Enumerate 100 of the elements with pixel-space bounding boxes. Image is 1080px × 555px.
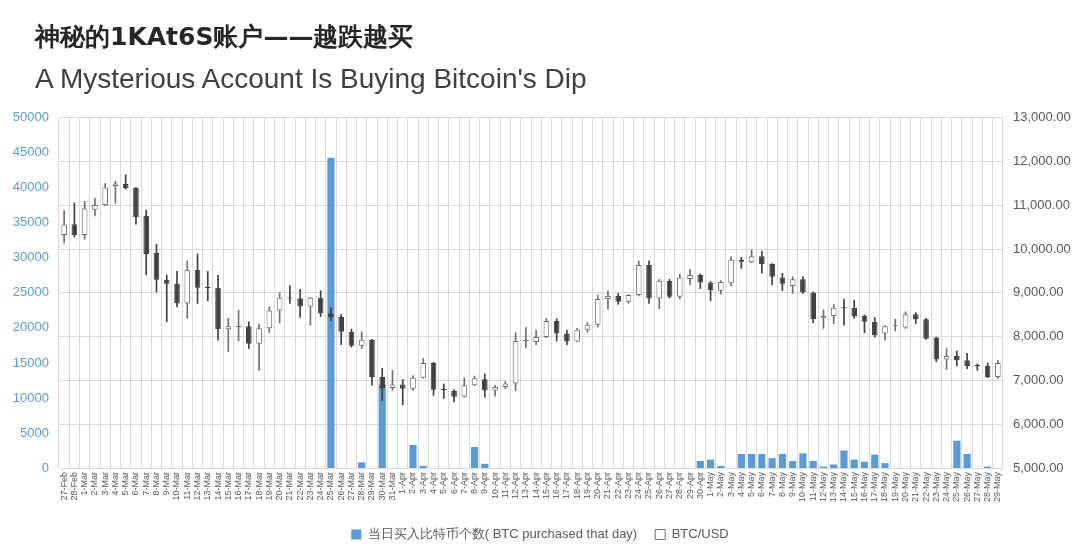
y-tick-label: 40000 — [12, 179, 49, 195]
x-tick-label: 14-Mar — [212, 472, 223, 501]
x-tick-label: 9-May — [787, 471, 798, 498]
x-tick-label: 11-May — [807, 471, 818, 502]
y2-tick-label: 11,000.00 — [1013, 196, 1070, 212]
bar — [409, 444, 417, 468]
x-tick-label: 28-Feb — [68, 472, 79, 501]
y2-tick-label: 5,000.00 — [1013, 459, 1064, 475]
x-tick-label: 25-Apr — [643, 472, 654, 500]
x-tick-label: 5-Mar — [120, 472, 131, 496]
bar — [963, 453, 971, 468]
x-tick-label: 8-May — [776, 471, 787, 498]
bar — [860, 461, 869, 468]
candlestick — [399, 379, 406, 406]
x-tick-label: 8-Apr — [469, 472, 480, 495]
y-tick-label: 0 — [41, 459, 49, 475]
bar — [778, 453, 786, 468]
x-tick-label: 24-May — [941, 471, 952, 503]
y-tick-label: 10000 — [12, 389, 49, 405]
y-tick-label: 35000 — [12, 214, 49, 230]
bar — [737, 453, 745, 468]
x-tick-label: 17-Apr — [561, 472, 572, 500]
x-tick-label: 31-Mar — [386, 472, 397, 501]
x-tick-label: 2-May — [715, 471, 726, 498]
x-tick-label: 9-Apr — [479, 472, 490, 495]
x-tick-label: 10-May — [797, 471, 808, 503]
x-tick-label: 29-Mar — [366, 472, 377, 501]
y-tick-label: 15000 — [12, 354, 49, 370]
x-tick-label: 27-Apr — [664, 472, 675, 500]
x-tick-label: 4-May — [735, 471, 746, 498]
x-tick-label: 12-Apr — [510, 472, 521, 500]
x-tick-label: 29-Apr — [684, 472, 695, 500]
x-tick-label: 4-Apr — [428, 472, 439, 495]
x-tick-label: 13-May — [828, 471, 839, 503]
x-tick-label: 25-May — [951, 471, 962, 503]
x-tick-label: 24-Apr — [633, 472, 644, 500]
x-tick-label: 17-May — [869, 471, 880, 503]
bar — [799, 453, 807, 468]
x-tick-label: 10-Mar — [171, 472, 182, 501]
x-tick-label: 20-Mar — [274, 472, 285, 501]
bar — [419, 465, 427, 468]
x-tick-label: 3-Apr — [417, 472, 428, 495]
x-tick-label: 10-Apr — [489, 472, 500, 500]
x-tick-label: 30-Mar — [376, 472, 387, 501]
x-tick-label: 19-Mar — [263, 472, 274, 501]
chart-subtitle: A Mysterious Account Is Buying Bitcoin's Dip — [35, 63, 587, 95]
bar — [327, 157, 335, 468]
x-tick-label: 28-May — [982, 471, 993, 503]
x-tick-label: 5-Apr — [438, 472, 449, 495]
x-tick-label: 24-Mar — [315, 472, 326, 501]
x-tick-label: 16-Mar — [233, 472, 244, 501]
bar — [758, 453, 766, 468]
candlestick — [163, 274, 170, 323]
x-tick-label: 12-May — [817, 471, 828, 503]
x-tick-label: 7-May — [766, 471, 777, 498]
x-tick-label: 11-Mar — [181, 472, 192, 500]
x-tick-label: 22-Mar — [294, 472, 305, 501]
legend-label: 当日买入比特币个数( BTC purchased that day) — [367, 526, 638, 542]
y-tick-label: 5000 — [20, 424, 49, 440]
x-tick-label: 17-Mar — [243, 472, 254, 501]
x-tick-label: 18-May — [879, 471, 890, 503]
x-tick-label: 15-May — [848, 471, 859, 503]
y2-tick-label: 8,000.00 — [1013, 328, 1064, 344]
x-tick-label: 20-Apr — [592, 472, 603, 500]
x-tick-label: 28-Apr — [674, 472, 685, 500]
x-tick-label: 9-Mar — [161, 472, 172, 496]
x-tick-label: 1-May — [705, 471, 716, 498]
x-tick-label: 15-Apr — [540, 472, 551, 500]
x-tick-label: 12-Mar — [192, 472, 203, 501]
bar — [470, 446, 479, 468]
candlestick — [605, 290, 611, 310]
x-tick-label: 25-Mar — [325, 472, 336, 501]
y-tick-label: 20000 — [12, 319, 49, 335]
bar — [748, 453, 756, 468]
y2-tick-label: 13,000.00 — [1013, 109, 1071, 125]
x-tick-label: 29-May — [992, 471, 1003, 503]
x-tick-label: 19-May — [889, 471, 900, 503]
x-tick-label: 26-Apr — [653, 472, 664, 500]
x-tick-label: 7-Apr — [458, 472, 469, 495]
x-tick-label: 26-Mar — [335, 472, 346, 501]
x-tick-label: 26-May — [961, 471, 972, 503]
bar — [789, 461, 797, 468]
y-tick-label: 50000 — [12, 109, 49, 125]
x-tick-label: 19-Apr — [581, 472, 592, 500]
x-tick-label: 13-Apr — [520, 472, 531, 500]
x-tick-label: 27-May — [971, 471, 982, 503]
y-tick-label: 25000 — [12, 284, 49, 300]
x-tick-label: 2-Apr — [407, 472, 418, 495]
x-tick-label: 20-May — [900, 471, 911, 503]
candlestick — [225, 317, 232, 352]
x-tick-label: 22-May — [920, 471, 931, 503]
bar — [840, 450, 848, 468]
x-tick-label: 23-May — [930, 471, 941, 503]
x-tick-label: 27-Feb — [58, 472, 69, 501]
bar — [850, 459, 858, 468]
y2-tick-label: 10,000.00 — [1013, 240, 1071, 256]
x-tick-label: 14-May — [838, 471, 849, 503]
legend-label: BTC/USD — [671, 526, 729, 542]
y-tick-label: 30000 — [12, 249, 49, 265]
x-tick-label: 1-Apr — [397, 472, 408, 495]
